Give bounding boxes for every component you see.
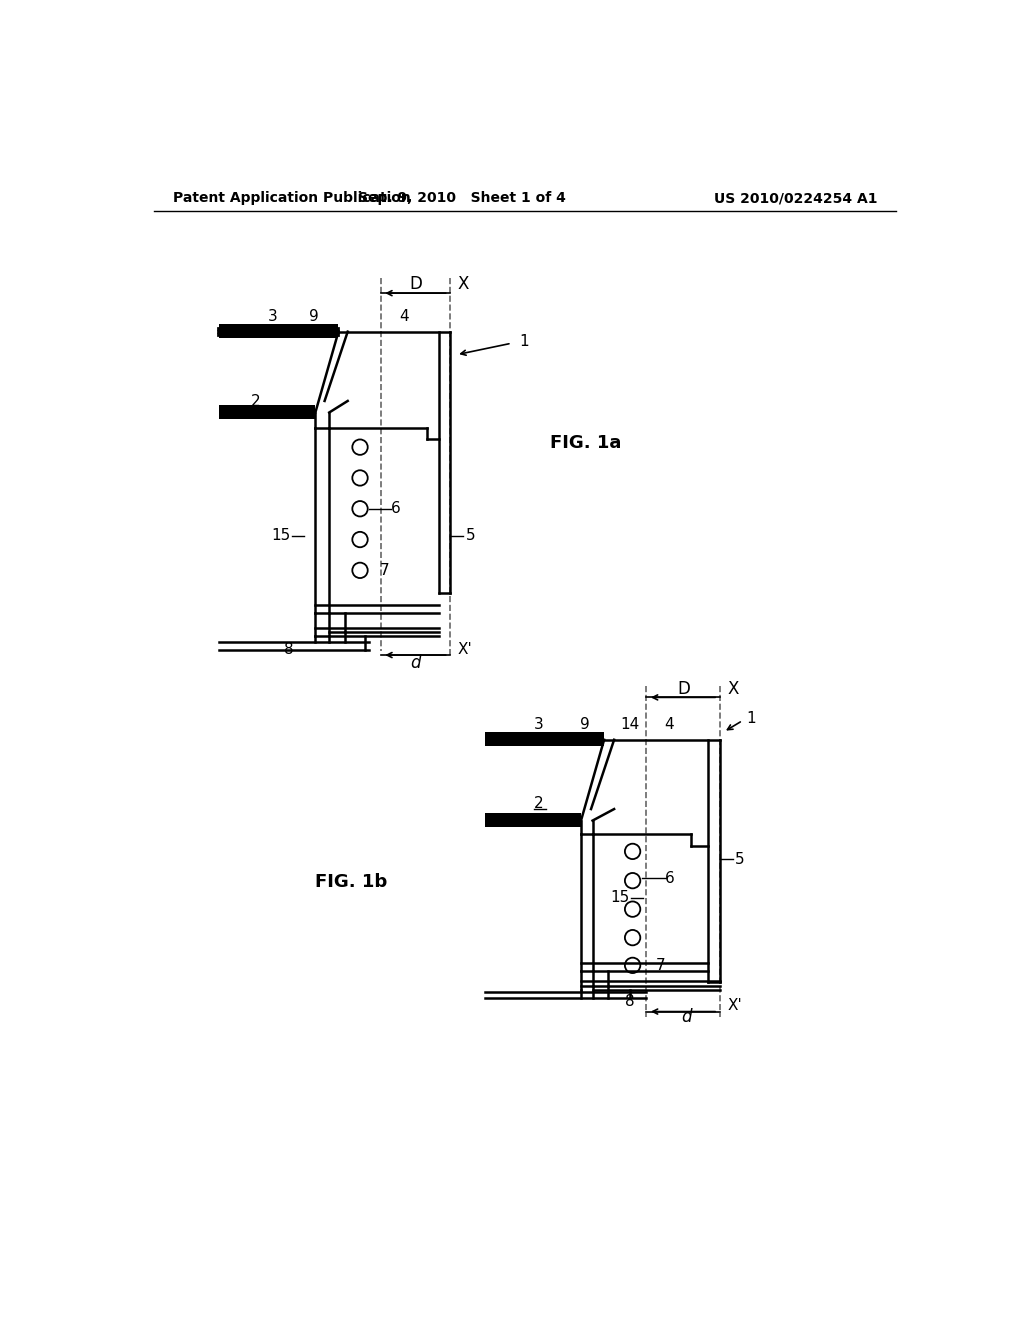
Text: 5: 5 <box>466 528 475 544</box>
Text: 1: 1 <box>519 334 529 350</box>
Text: 8: 8 <box>625 994 634 1008</box>
Text: 4: 4 <box>665 717 675 731</box>
Text: 14: 14 <box>620 717 639 731</box>
Text: 2: 2 <box>534 796 544 812</box>
Text: 15: 15 <box>271 528 291 544</box>
Bar <box>484 733 604 746</box>
Text: 8: 8 <box>284 642 293 657</box>
Text: d: d <box>411 653 421 672</box>
Text: Sep. 9, 2010   Sheet 1 of 4: Sep. 9, 2010 Sheet 1 of 4 <box>357 191 565 206</box>
Text: 9: 9 <box>309 309 318 323</box>
Text: 1: 1 <box>746 711 756 726</box>
Text: 2: 2 <box>251 395 260 409</box>
Text: US 2010/0224254 A1: US 2010/0224254 A1 <box>714 191 878 206</box>
Text: 4: 4 <box>399 309 409 323</box>
Text: 9: 9 <box>580 717 590 731</box>
Text: D: D <box>409 275 422 293</box>
Text: 7: 7 <box>655 958 666 973</box>
Text: D: D <box>677 680 690 698</box>
Text: 6: 6 <box>665 871 675 886</box>
Text: 3: 3 <box>268 309 278 323</box>
Text: FIG. 1a: FIG. 1a <box>550 434 622 453</box>
Text: X: X <box>458 275 469 293</box>
Text: 5: 5 <box>735 851 744 867</box>
Text: X': X' <box>727 998 742 1012</box>
Text: X: X <box>727 680 738 698</box>
Text: 3: 3 <box>534 717 544 731</box>
Text: Patent Application Publication: Patent Application Publication <box>173 191 411 206</box>
Text: d: d <box>681 1008 692 1026</box>
Bar <box>219 323 339 338</box>
Text: 7: 7 <box>380 562 389 578</box>
Text: FIG. 1b: FIG. 1b <box>315 874 388 891</box>
Text: X': X' <box>458 642 472 657</box>
Text: 6: 6 <box>391 502 401 516</box>
Bar <box>219 405 315 418</box>
Bar <box>484 813 581 826</box>
Text: 15: 15 <box>610 890 629 906</box>
